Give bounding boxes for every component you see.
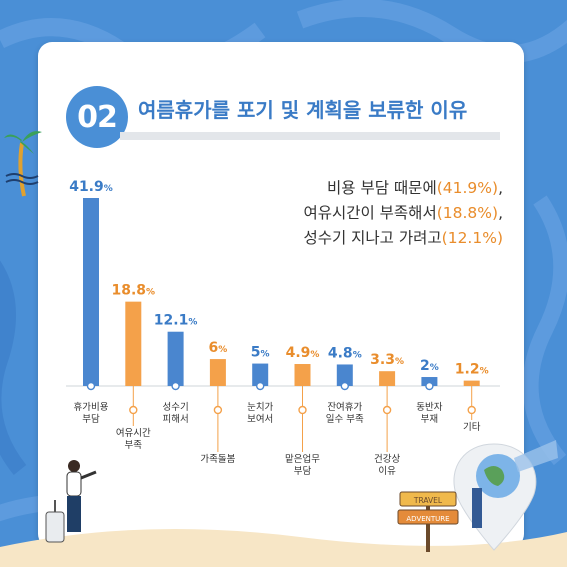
category-label: 잔여휴가 bbox=[327, 401, 362, 413]
value-label: 2% bbox=[420, 358, 439, 374]
marker-dot bbox=[86, 381, 96, 391]
marker-dot bbox=[256, 381, 265, 391]
chart-bar bbox=[83, 198, 99, 386]
chart-bar bbox=[336, 364, 353, 386]
summary-line: 여유시간이 부족해서(18.8%), bbox=[303, 204, 503, 222]
summary-text: 비용 부담 때문에(41.9%), 여유시간이 부족해서(18.8%), 성수기… bbox=[303, 176, 503, 251]
value-label: 3.3% bbox=[370, 352, 404, 368]
marker-dot bbox=[129, 405, 138, 415]
marker-dot bbox=[467, 405, 476, 415]
summary-line: 비용 부담 때문에(41.9%), bbox=[327, 179, 503, 197]
chart-bar bbox=[463, 380, 480, 386]
category-label: 성수기 bbox=[162, 402, 188, 413]
section-number-badge: 02 bbox=[66, 86, 128, 148]
value-label: 12.1% bbox=[154, 313, 198, 329]
traveler-illustration bbox=[45, 460, 97, 543]
category-label: 눈치가 bbox=[247, 401, 273, 413]
marker-dot bbox=[171, 381, 180, 391]
category-label: 여유시간 bbox=[116, 427, 151, 439]
category-label: 이유 bbox=[378, 466, 396, 477]
value-label: 41.9% bbox=[69, 179, 113, 195]
chart-bar bbox=[252, 363, 269, 386]
title-underline bbox=[120, 132, 500, 140]
sign-label-top: TRAVEL bbox=[413, 496, 443, 505]
value-label: 18.8% bbox=[112, 283, 156, 299]
category-label: 휴가비용 bbox=[74, 402, 109, 413]
marker-dot bbox=[425, 381, 434, 391]
category-label: 맡은업무 bbox=[285, 453, 320, 465]
category-label: 동반자 bbox=[416, 402, 442, 413]
value-label: 4.9% bbox=[286, 345, 320, 361]
chart-bar bbox=[421, 377, 438, 386]
category-label: 피해서 bbox=[162, 413, 188, 425]
category-label: 기타 bbox=[463, 422, 481, 433]
marker-dot bbox=[382, 405, 392, 415]
marker-dot bbox=[340, 381, 349, 391]
category-label: 부족 bbox=[125, 440, 143, 451]
chart-bar bbox=[167, 331, 184, 386]
category-label: 부담 bbox=[294, 465, 312, 477]
category-label: 보여서 bbox=[247, 413, 273, 425]
category-label: 부담 bbox=[82, 413, 100, 425]
value-label: 5% bbox=[251, 345, 270, 361]
chart-bar bbox=[125, 301, 142, 386]
chart-bar bbox=[379, 371, 396, 386]
category-label: 일수 부족 bbox=[326, 414, 364, 425]
category-label: 부재 bbox=[421, 414, 438, 425]
chart-bar bbox=[209, 359, 226, 386]
sand-decoration bbox=[0, 529, 567, 567]
signpost-illustration: TRAVEL ADVENTURE bbox=[397, 491, 459, 552]
globe-pin-illustration bbox=[453, 440, 558, 551]
marker-dot bbox=[298, 405, 307, 415]
value-label: 4.8% bbox=[328, 345, 362, 361]
page-title: 여름휴가를 포기 및 계획을 보류한 이유 bbox=[138, 98, 468, 122]
category-label: 가족돌봄 bbox=[200, 454, 235, 465]
chart-bar bbox=[294, 364, 311, 386]
sign-label-bottom: ADVENTURE bbox=[406, 515, 449, 523]
marker-dot bbox=[213, 405, 223, 415]
category-label: 건강상 bbox=[374, 454, 400, 465]
value-label: 1.2% bbox=[455, 362, 489, 378]
palm-tree-icon bbox=[4, 131, 42, 197]
value-label: 6% bbox=[209, 340, 228, 356]
summary-line: 성수기 지나고 가려고(12.1%) bbox=[303, 229, 503, 247]
